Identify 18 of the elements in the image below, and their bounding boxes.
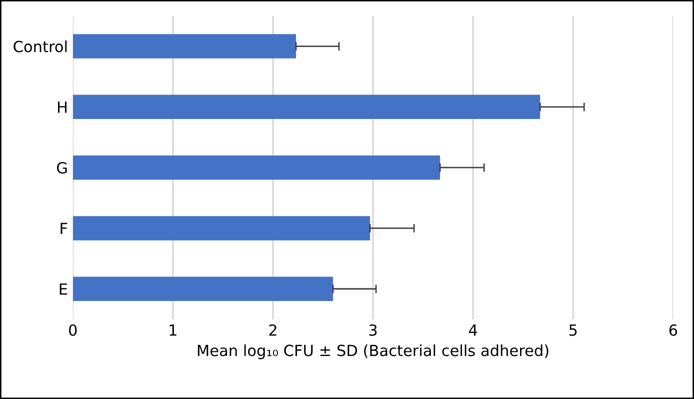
- y-tick-label: E: [60, 284, 68, 295]
- bar: [72, 216, 370, 240]
- x-tick-label: 1: [170, 324, 176, 336]
- y-tick-label: H: [58, 102, 67, 113]
- bar: [72, 34, 296, 58]
- x-tick-label: 6: [669, 324, 678, 336]
- y-tick-label: Control: [14, 40, 67, 52]
- x-tick-label: 3: [369, 324, 377, 336]
- x-tick-label: 4: [468, 324, 478, 336]
- bar: [72, 94, 540, 120]
- bar: [72, 155, 440, 180]
- x-axis-title: Mean log₁₀ CFU ± SD (Bacterial cells adhered): [198, 344, 548, 360]
- bar: [72, 276, 334, 302]
- x-tick-label: 0: [69, 324, 77, 336]
- y-tick-label: G: [57, 162, 67, 174]
- y-tick-label: F: [60, 222, 68, 234]
- x-tick-label: 2: [269, 324, 276, 336]
- x-tick-label: 5: [569, 324, 577, 336]
